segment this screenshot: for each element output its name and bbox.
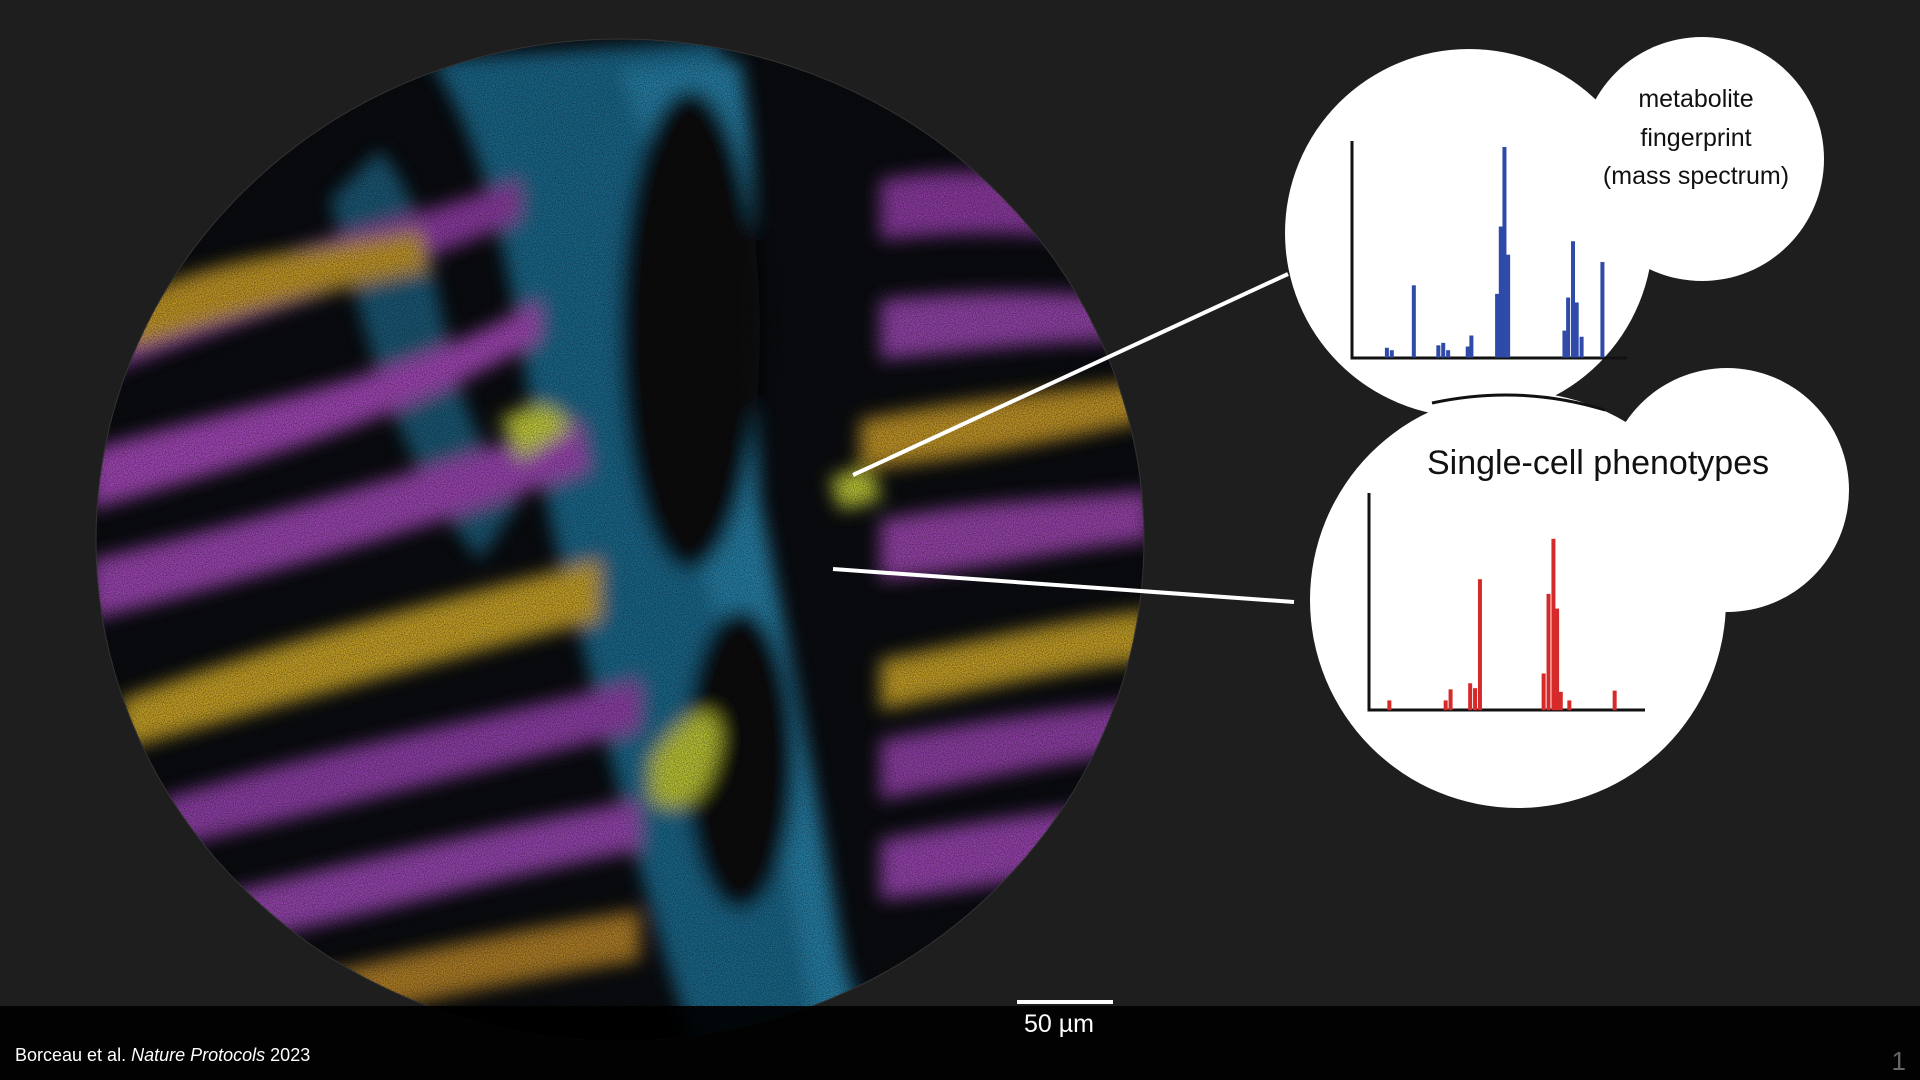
spectrum-peak <box>1579 336 1584 358</box>
spectrum-peak <box>1571 241 1576 358</box>
spectrum-peak <box>1562 330 1567 358</box>
spectrum-peak <box>1558 691 1563 711</box>
spectrum-peak <box>1387 700 1392 711</box>
bubble-separator <box>1431 393 1606 412</box>
citation: Borceau et al. Nature Protocols 2023 <box>15 1045 310 1066</box>
spectrum-peak <box>1566 297 1571 358</box>
spectrum-peak <box>1441 342 1446 358</box>
citation-year: 2023 <box>270 1045 311 1065</box>
pointer-line <box>852 272 1289 477</box>
spectrum-peak <box>1498 226 1503 358</box>
spectrum-peak <box>1495 293 1500 358</box>
spectrum-peak <box>1443 700 1448 711</box>
spectrum-peak <box>1551 538 1556 711</box>
spectrum-peak <box>1506 254 1511 358</box>
spectrum-peak <box>1436 345 1441 358</box>
spectrum-peak <box>1600 262 1605 358</box>
spectrum-peak <box>1411 285 1416 358</box>
citation-authors: Borceau et al. <box>15 1045 127 1065</box>
scale-bar-label: 50 µm <box>1024 1010 1094 1038</box>
spectrum-peak <box>1448 689 1453 711</box>
bubble-text: fingerprint <box>1640 124 1751 152</box>
spectrum-peak <box>1555 608 1560 711</box>
footer-bar <box>0 1006 1920 1080</box>
bubble-text: metabolite <box>1638 85 1753 113</box>
microscopy-image <box>96 39 1144 1041</box>
bubble-text: (mass spectrum) <box>1603 162 1789 190</box>
spectrum-peak <box>1384 347 1389 358</box>
spectrum-peak <box>1468 683 1473 711</box>
spectrum-peak <box>1567 700 1572 711</box>
spectrum-peak <box>1465 346 1470 358</box>
spectrum-peak <box>1612 690 1617 711</box>
spectrum-peak <box>1469 335 1474 358</box>
spectrum-peak <box>1546 593 1551 711</box>
bubble-title: Single-cell phenotypes <box>1427 444 1769 482</box>
bubble-top <box>1285 37 1824 417</box>
spectrum-peak <box>1502 146 1507 358</box>
bubble-bottom <box>1310 368 1849 808</box>
spectrum-blue <box>1384 146 1605 358</box>
spectrum-red <box>1387 538 1617 711</box>
slide-number: 1 <box>1891 1046 1906 1076</box>
spectrum-peak <box>1541 673 1546 711</box>
spectrum-peak <box>1473 688 1478 711</box>
spectrum-peak <box>1389 350 1394 358</box>
citation-journal: Nature Protocols <box>131 1045 266 1065</box>
spectrum-peak <box>1574 302 1579 358</box>
spectrum-peak <box>1446 350 1451 358</box>
spectrum-peak <box>1477 579 1482 711</box>
pointer-line <box>832 567 1295 604</box>
